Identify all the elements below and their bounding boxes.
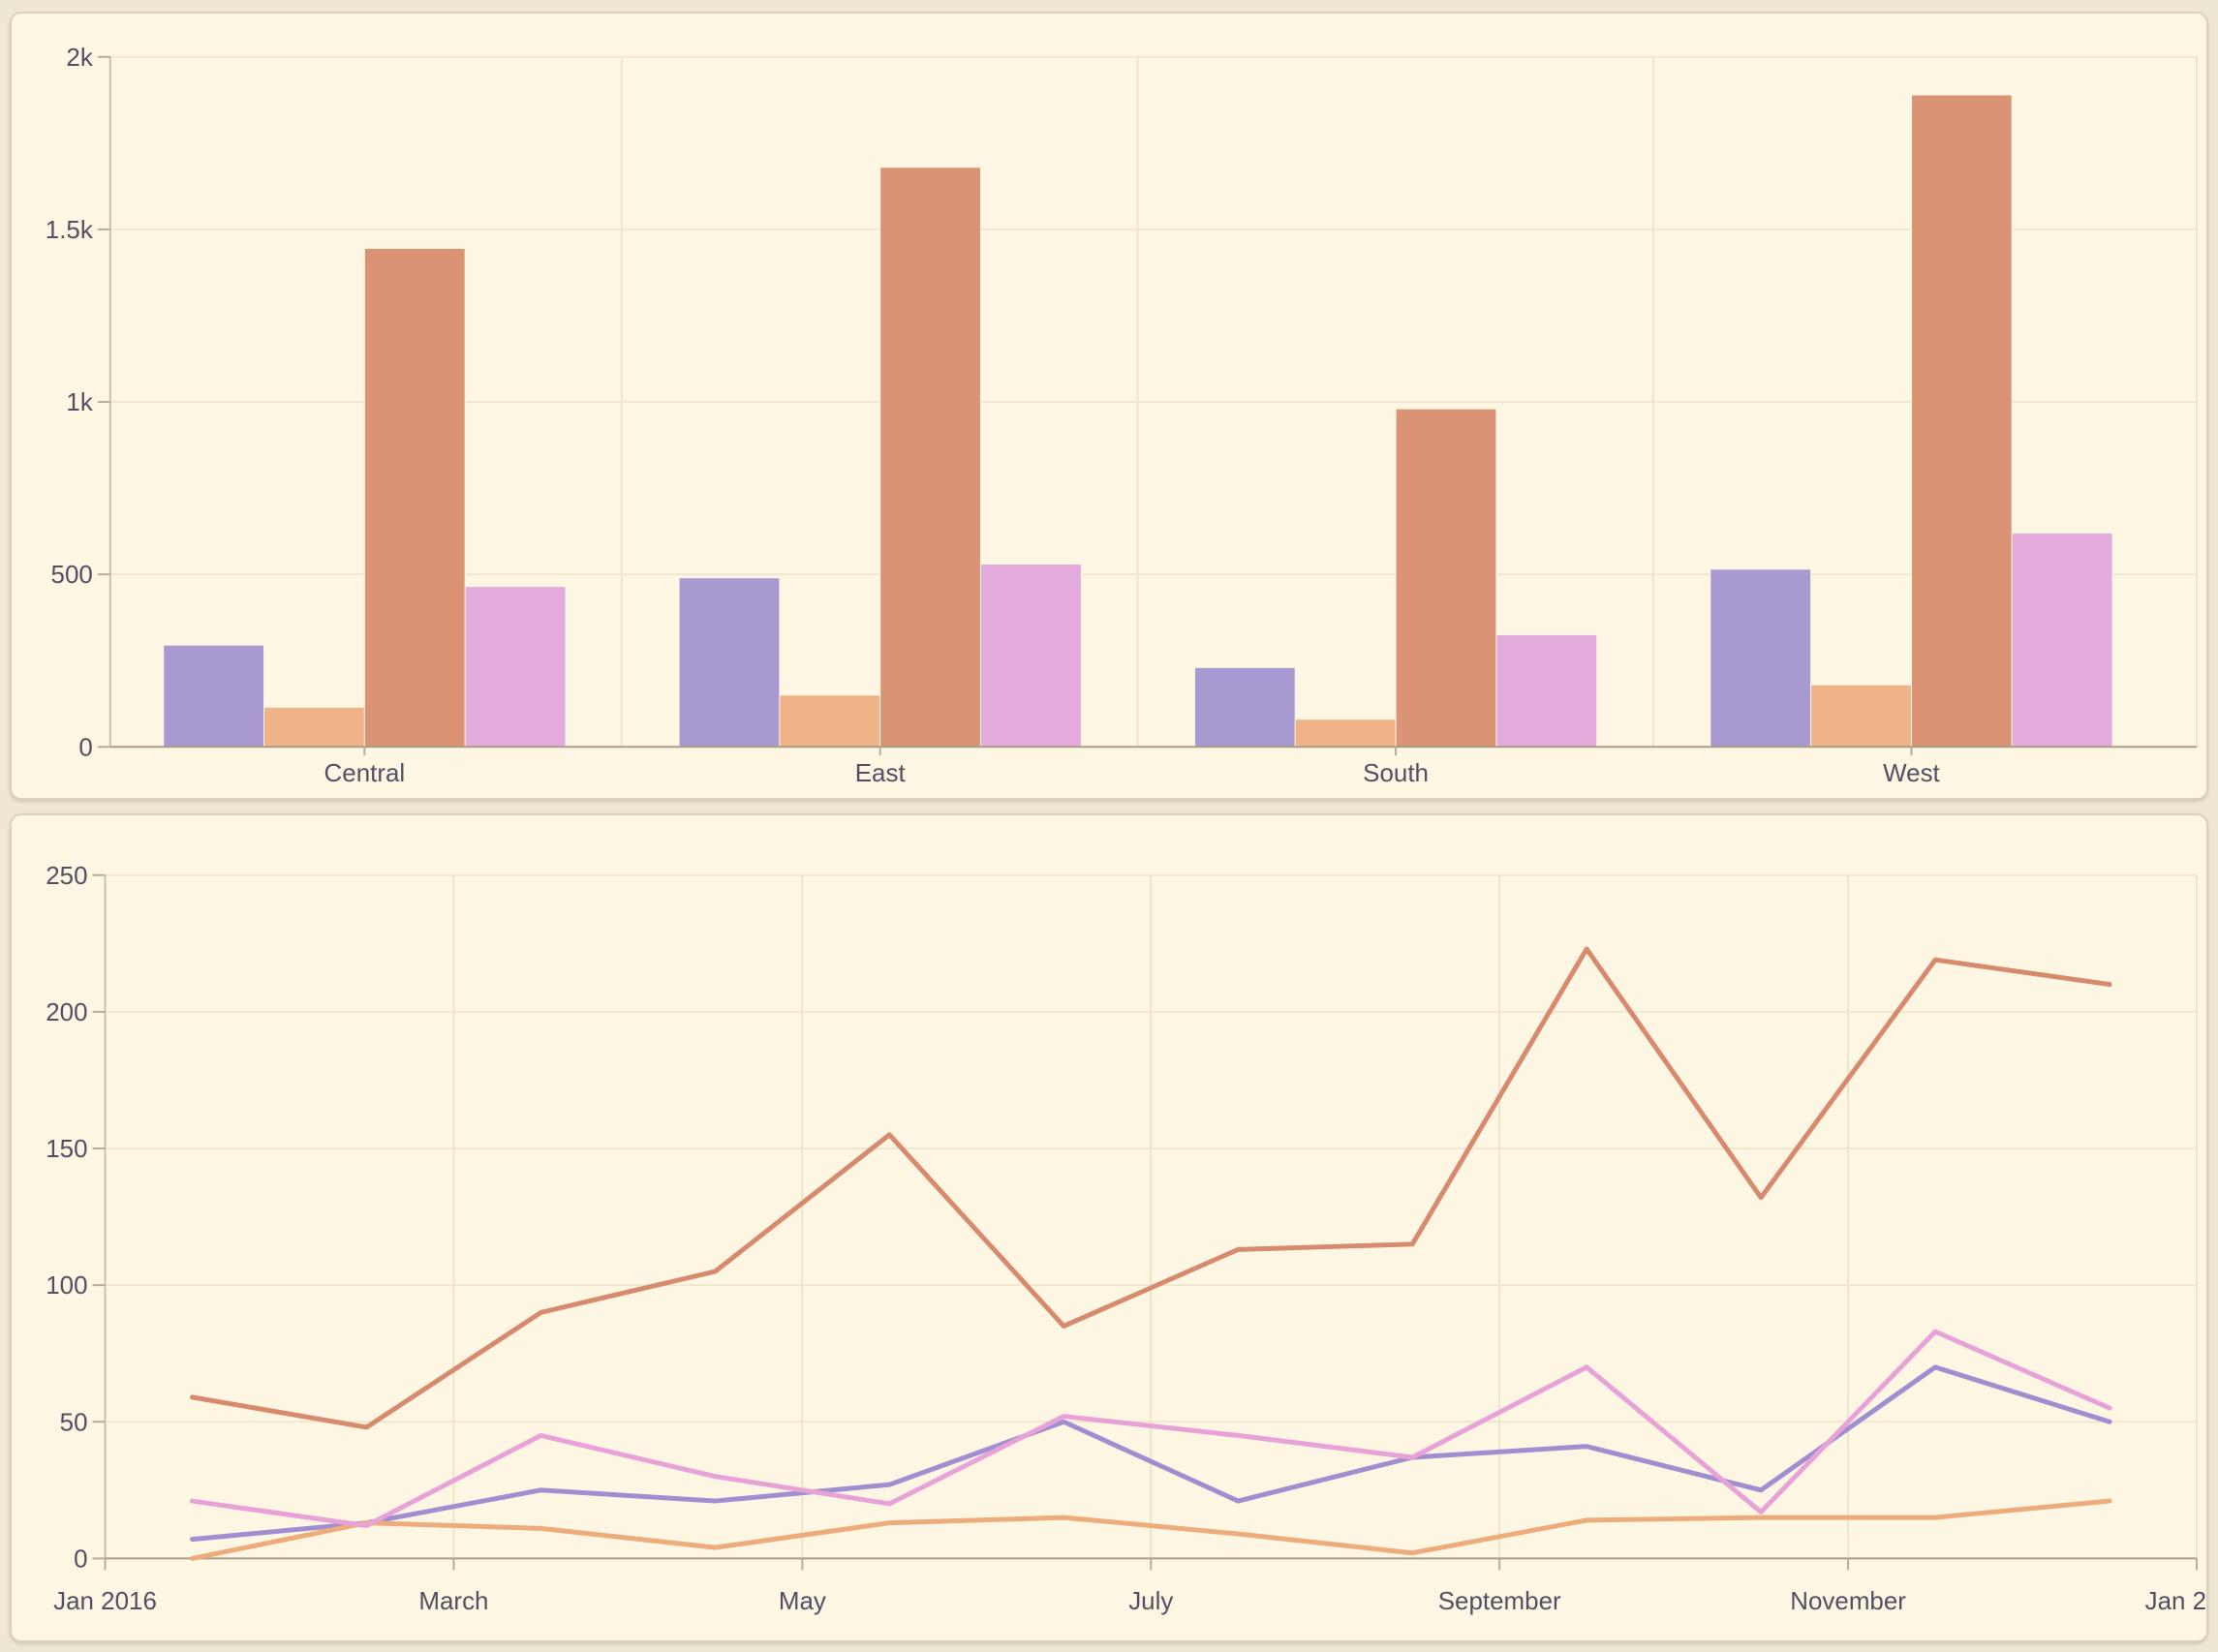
line-chart-panel: 0 50 100 150 200 250 Jan 2016 March May July Septe… <box>10 813 2208 1642</box>
x-axis-tick-label: May <box>779 1588 826 1615</box>
bar-series-light-orange <box>779 694 881 748</box>
bar-series-purple <box>678 577 781 748</box>
y-axis-tick-label: 0 <box>78 734 92 761</box>
line-series-terracotta <box>189 946 2112 1430</box>
line-chart-gridlines <box>105 873 2199 1559</box>
x-axis-tick-label: July <box>1128 1588 1173 1615</box>
line-series <box>189 946 2112 1561</box>
y-axis-tick-label: 0 <box>74 1545 87 1573</box>
y-axis-tick-label: 500 <box>51 562 93 589</box>
y-axis-tick-label: 50 <box>60 1409 88 1436</box>
y-axis-tick-label: 200 <box>46 999 87 1026</box>
line-series-light-orange <box>189 1498 2112 1561</box>
bar-series-terracotta <box>363 247 466 748</box>
y-axis-tick-label: 1.5k <box>46 217 93 244</box>
bar-series-terracotta <box>1910 94 2013 748</box>
x-axis-tick-label: September <box>1438 1588 1561 1615</box>
x-axis-category-label: South <box>1363 760 1429 787</box>
x-axis-category-label: West <box>1883 760 1940 787</box>
x-axis-tick-label: March <box>418 1588 488 1615</box>
bar-chart-panel: 0 500 1k 1.5k 2k Central East South West <box>10 12 2208 800</box>
bar-series-terracotta <box>879 167 982 748</box>
y-axis-tick-label: 1k <box>66 389 92 416</box>
line-series-pink <box>189 1329 2112 1529</box>
bar-series-pink <box>1495 633 1598 748</box>
x-axis-category-label: East <box>855 760 907 787</box>
line-chart-axes: 0 50 100 150 200 250 Jan 2016 March May July Septe… <box>46 863 2206 1615</box>
bar-series-pink <box>464 586 567 748</box>
x-axis-category-label: Central <box>324 760 406 787</box>
bar-group-east <box>678 167 1082 748</box>
bar-series-purple <box>163 644 265 748</box>
bar-series-purple <box>1710 568 1812 748</box>
bar-groups <box>163 94 2113 748</box>
y-axis-tick-label: 150 <box>46 1136 87 1163</box>
x-axis-tick-label: November <box>1790 1588 1906 1615</box>
bar-series-pink <box>2011 532 2113 748</box>
y-axis-tick-label: 100 <box>46 1272 87 1300</box>
bar-chart-axes: 0 500 1k 1.5k 2k Central East South West <box>46 45 2198 787</box>
bar-series-purple <box>1193 666 1296 748</box>
bar-group-central <box>163 247 567 748</box>
bar-group-south <box>1193 408 1598 748</box>
y-axis-tick-label: 250 <box>46 863 87 890</box>
bar-series-terracotta <box>1395 408 1497 748</box>
bar-series-light-orange <box>1810 684 1912 748</box>
line-series-purple <box>189 1364 2112 1543</box>
x-axis-tick-label: Jan 2017 <box>2145 1588 2206 1615</box>
bar-chart: 0 500 1k 1.5k 2k Central East South West <box>46 45 2199 787</box>
bar-series-light-orange <box>1294 719 1397 748</box>
bar-group-west <box>1710 94 2113 748</box>
x-axis-tick-label: Jan 2016 <box>53 1588 157 1615</box>
line-chart: 0 50 100 150 200 250 Jan 2016 March May July Septe… <box>46 863 2206 1615</box>
bar-series-light-orange <box>263 706 365 748</box>
y-axis-tick-label: 2k <box>66 45 92 72</box>
bar-series-pink <box>980 563 1082 748</box>
